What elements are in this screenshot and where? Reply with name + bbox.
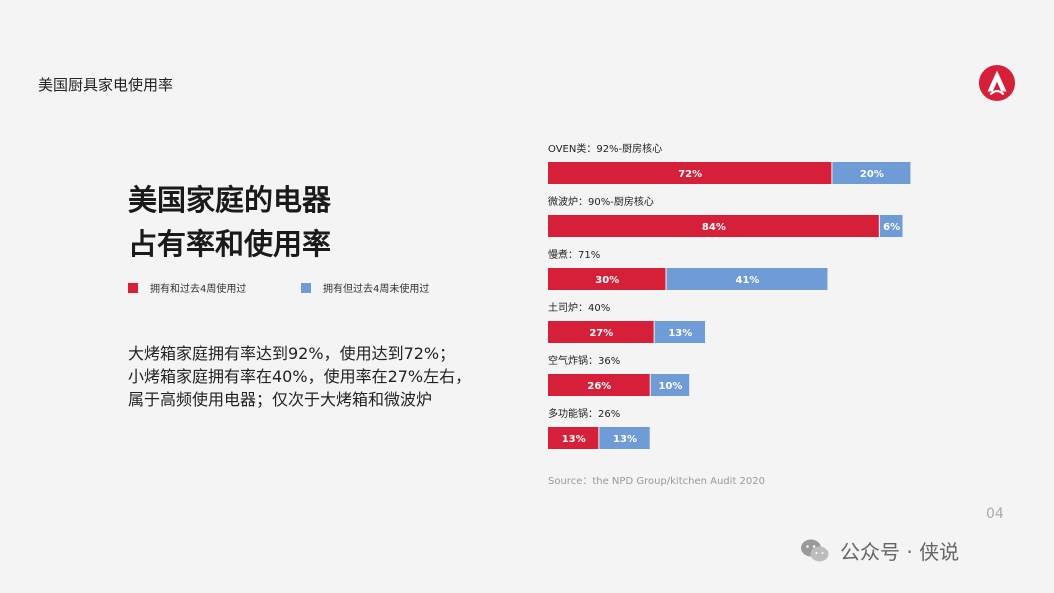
- bar-unused: [879, 215, 903, 237]
- data-label: 26%: [587, 381, 611, 392]
- bar-used: [548, 321, 654, 343]
- category-label: 多功能锅：26%: [548, 407, 620, 420]
- category-label: 微波炉：90%-厨房核心: [548, 195, 654, 208]
- bar-used: [548, 427, 599, 449]
- data-label: 10%: [658, 381, 682, 392]
- description: 大烤箱家庭拥有率达到92%，使用达到72%； 小烤箱家庭拥有率在40%，使用率在…: [128, 342, 471, 411]
- bar-used: [548, 162, 832, 184]
- headline: 美国家庭的电器 占有率和使用率: [128, 178, 331, 266]
- legend-label-used: 拥有和过去4周使用过: [150, 284, 247, 295]
- legend-item-used: 拥有和过去4周使用过: [128, 280, 246, 295]
- bar-used: [548, 215, 879, 237]
- category-label: OVEN类：92%-厨房核心: [548, 142, 662, 155]
- bar-used: [548, 268, 666, 290]
- page-number: 04: [986, 506, 1004, 522]
- headline-line-1: 美国家庭的电器: [128, 183, 332, 217]
- stacked-bar-chart: OVEN类：92%-厨房核心 72% 20% 微波炉：90%-厨房核心 84% 6% 慢煮：…: [548, 142, 911, 449]
- data-label: 20%: [860, 169, 884, 180]
- bar-unused: [599, 427, 650, 449]
- description-line: 大烤箱家庭拥有率达到92%，使用达到72%；: [128, 344, 456, 363]
- data-label: 84%: [702, 222, 726, 233]
- data-label: 41%: [736, 275, 760, 286]
- data-label: 72%: [678, 169, 702, 180]
- data-label: 6%: [883, 222, 900, 233]
- data-label: 13%: [668, 328, 692, 339]
- bar-unused: [666, 268, 828, 290]
- bar-unused: [654, 321, 705, 343]
- source-note: Source：the NPD Group/kitchen Audit 2020: [548, 476, 765, 487]
- legend-swatch-unused: [301, 282, 311, 293]
- brand-logo-icon: [978, 64, 1016, 102]
- headline-line-2: 占有率和使用率: [128, 227, 332, 261]
- category-label: 土司炉：40%: [548, 301, 610, 314]
- legend-swatch-used: [128, 282, 138, 293]
- category-label: 慢煮：71%: [548, 249, 600, 261]
- watermark: 公众号 · 侠说: [800, 536, 959, 565]
- description-line: 属于高频使用电器；仅次于大烤箱和微波炉: [128, 390, 433, 409]
- legend-label-unused: 拥有但过去4周未使用过: [323, 284, 430, 295]
- category-label: 空气炸锅：36%: [548, 354, 620, 367]
- watermark-text: 公众号 · 侠说: [840, 540, 960, 564]
- page-title: 美国厨具家电使用率: [38, 76, 174, 94]
- wechat-icon: [801, 539, 829, 561]
- bar-used: [548, 374, 650, 396]
- bar-unused: [832, 162, 911, 184]
- legend-item-unused: 拥有但过去4周未使用过: [301, 280, 429, 295]
- description-line: 小烤箱家庭拥有率在40%，使用率在27%左右，: [128, 367, 472, 386]
- bar-unused: [650, 374, 690, 396]
- data-label: 30%: [595, 275, 619, 286]
- data-label: 27%: [589, 328, 613, 339]
- data-label: 13%: [562, 434, 586, 445]
- data-label: 13%: [613, 434, 637, 445]
